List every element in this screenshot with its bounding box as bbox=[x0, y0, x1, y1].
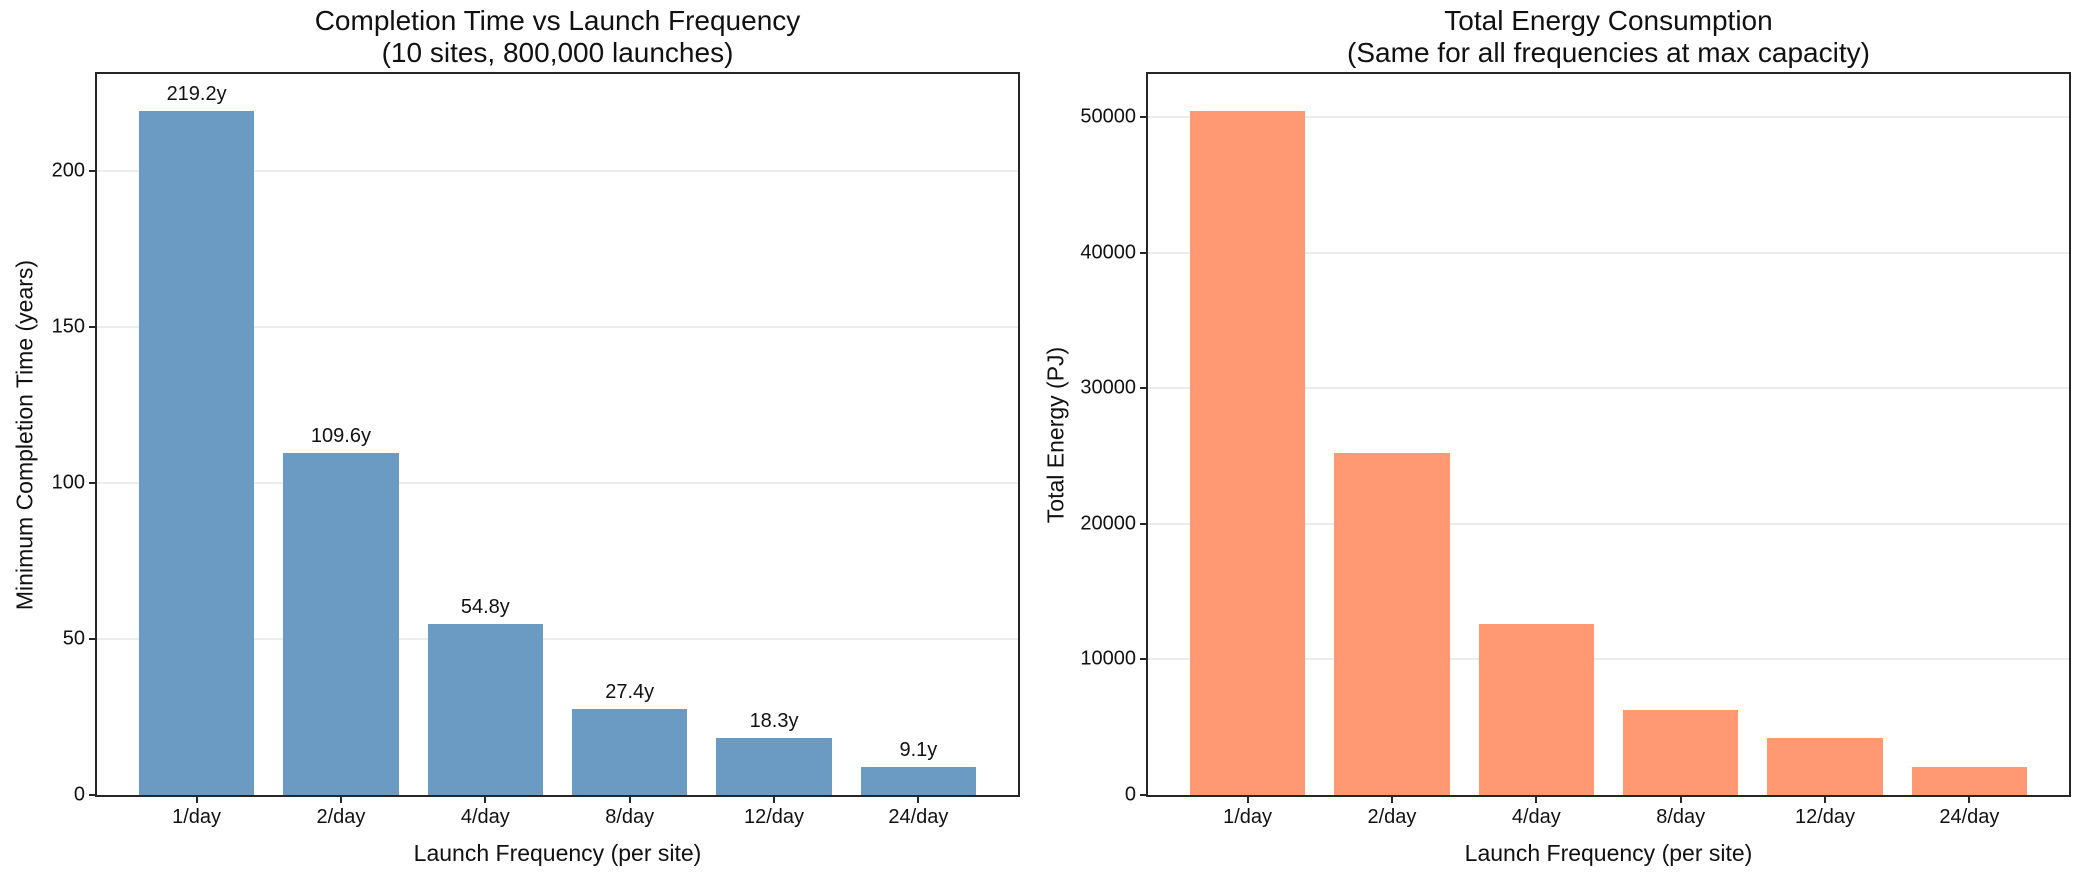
x-tick-label: 2/day bbox=[1367, 806, 1417, 828]
y-tick-label: 20000 bbox=[1080, 512, 1136, 535]
gridline bbox=[97, 481, 1018, 484]
gridline bbox=[1148, 387, 2069, 390]
bar bbox=[427, 623, 544, 795]
x-axis-label: Launch Frequency (per site) bbox=[413, 840, 702, 866]
bar-value-label: 27.4y bbox=[605, 681, 655, 704]
bar-value-label: 109.6y bbox=[310, 424, 371, 447]
y-tick-mark bbox=[89, 481, 97, 484]
y-tick-label: 10000 bbox=[1080, 647, 1136, 670]
y-tick-mark bbox=[89, 794, 97, 796]
chart-title: Total Energy Consumption (Same for all f… bbox=[1146, 5, 2071, 69]
gridline bbox=[1148, 116, 2069, 119]
x-tick-mark bbox=[1390, 795, 1393, 803]
x-tick-label: 24/day bbox=[888, 806, 949, 828]
y-tick-label: 40000 bbox=[1080, 241, 1136, 264]
x-tick-mark bbox=[773, 795, 776, 803]
bar bbox=[860, 766, 977, 795]
x-tick-label: 1/day bbox=[1223, 806, 1273, 828]
x-tick-mark bbox=[339, 795, 342, 803]
x-tick-mark bbox=[1535, 795, 1538, 803]
chart-subtitle: (10 sites, 800,000 launches) bbox=[381, 37, 734, 68]
bar bbox=[1334, 452, 1450, 795]
x-tick-label: 1/day bbox=[172, 806, 222, 828]
y-tick-label: 100 bbox=[51, 471, 85, 494]
bar bbox=[283, 452, 399, 795]
gridline bbox=[1148, 658, 2069, 661]
bar bbox=[571, 709, 688, 795]
x-tick-mark bbox=[195, 795, 198, 803]
gridline bbox=[1148, 251, 2069, 254]
y-tick-mark bbox=[1140, 251, 1148, 254]
chart-subtitle: (Same for all frequencies at max capacit… bbox=[1347, 37, 1870, 68]
chart-title: Completion Time vs Launch Frequency (10 … bbox=[95, 5, 1020, 69]
bar bbox=[1767, 738, 1883, 795]
bar bbox=[716, 737, 832, 795]
y-tick-label: 0 bbox=[73, 783, 85, 806]
chart-title-line: Completion Time vs Launch Frequency bbox=[314, 5, 801, 36]
plot-area: 0 50 100 150 200 219.2y 1/day 109.6y 2/day 54.8y 4… bbox=[52, 72, 1020, 828]
y-axis-label: Minimum Completion Time (years) bbox=[11, 259, 38, 610]
plot-area: 0 10000 20000 30000 40000 50000 1/day 2/day 4/da… bbox=[1080, 72, 2071, 828]
x-tick-mark bbox=[1246, 795, 1249, 803]
bar bbox=[1911, 766, 2028, 795]
chart-title-line: Total Energy Consumption bbox=[1444, 5, 1773, 36]
x-tick-mark bbox=[1968, 795, 1971, 803]
bar-value-label: 18.3y bbox=[749, 709, 799, 732]
y-tick-label: 200 bbox=[51, 159, 85, 182]
y-tick-mark bbox=[89, 325, 97, 328]
y-tick-mark bbox=[1140, 116, 1148, 119]
y-axis-label: Total Energy (PJ) bbox=[1042, 346, 1069, 523]
bar bbox=[1622, 709, 1739, 795]
y-tick-mark bbox=[89, 637, 97, 640]
x-tick-mark bbox=[1679, 795, 1682, 803]
x-tick-mark bbox=[917, 795, 920, 803]
y-tick-mark bbox=[1140, 658, 1148, 661]
bar-value-label: 9.1y bbox=[899, 738, 938, 761]
bar bbox=[1478, 624, 1595, 795]
x-tick-label: 12/day bbox=[1795, 806, 1856, 828]
y-tick-label: 30000 bbox=[1080, 376, 1136, 399]
x-tick-label: 12/day bbox=[744, 806, 805, 828]
x-tick-label: 8/day bbox=[1656, 806, 1706, 828]
bar bbox=[1189, 110, 1306, 795]
bar-value-label: 219.2y bbox=[166, 82, 227, 105]
x-tick-mark bbox=[484, 795, 487, 803]
x-tick-label: 4/day bbox=[460, 806, 510, 828]
x-tick-mark bbox=[628, 795, 631, 803]
y-tick-label: 0 bbox=[1124, 783, 1136, 806]
gridline bbox=[97, 637, 1018, 640]
bar-value-label: 54.8y bbox=[460, 595, 510, 618]
y-tick-mark bbox=[1140, 522, 1148, 525]
x-tick-mark bbox=[1824, 795, 1827, 803]
gridline bbox=[97, 325, 1018, 328]
bar bbox=[138, 110, 255, 795]
y-tick-mark bbox=[89, 169, 97, 172]
y-tick-mark bbox=[1140, 794, 1148, 796]
y-tick-label: 50 bbox=[62, 627, 85, 650]
y-tick-label: 150 bbox=[51, 315, 85, 338]
x-axis-label: Launch Frequency (per site) bbox=[1464, 840, 1753, 866]
gridline bbox=[1148, 522, 2069, 525]
y-tick-label: 50000 bbox=[1080, 105, 1136, 128]
x-tick-label: 2/day bbox=[316, 806, 366, 828]
gridline bbox=[97, 169, 1018, 172]
x-tick-label: 24/day bbox=[1939, 806, 2000, 828]
y-tick-mark bbox=[1140, 387, 1148, 390]
x-tick-label: 4/day bbox=[1511, 806, 1561, 828]
x-tick-label: 8/day bbox=[605, 806, 655, 828]
